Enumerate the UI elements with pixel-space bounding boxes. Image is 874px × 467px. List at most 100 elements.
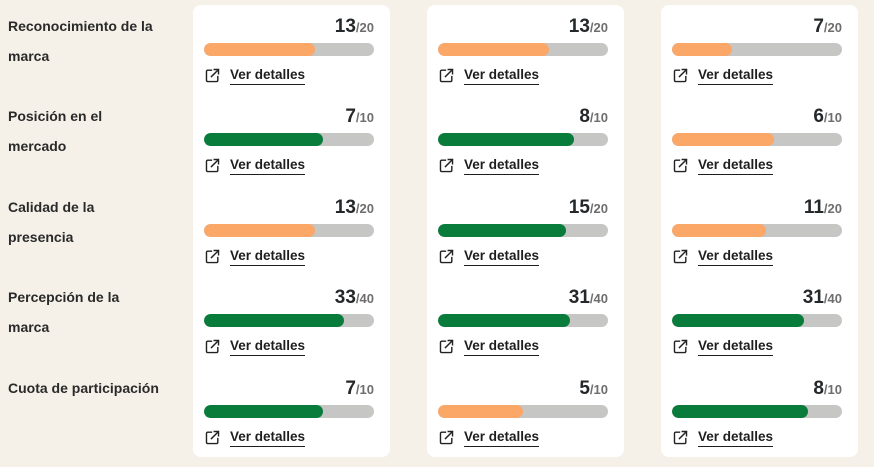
ver-detalles-label: Ver detalles <box>230 247 306 266</box>
ver-detalles-link[interactable]: Ver detalles <box>204 428 306 447</box>
ver-detalles-link[interactable]: Ver detalles <box>672 156 774 176</box>
score-max: /10 <box>355 110 374 126</box>
score-value: 15 <box>568 196 590 218</box>
score-max: /20 <box>823 20 842 35</box>
score: 15/20 <box>438 197 608 220</box>
metric-cell: 7/20 Ver detalles <box>672 5 842 95</box>
metric-cell: 31/40 Ver detalles <box>672 276 842 366</box>
ver-detalles-label: Ver detalles <box>464 247 540 266</box>
score: 7/20 <box>672 16 842 39</box>
ver-detalles-link[interactable]: Ver detalles <box>672 428 774 447</box>
external-link-icon <box>204 429 221 446</box>
score-value: 33 <box>334 287 356 309</box>
ver-detalles-label: Ver detalles <box>464 156 540 176</box>
score-value: 11 <box>803 196 824 218</box>
external-link-icon <box>204 67 221 84</box>
progress-bar <box>438 314 608 328</box>
ver-detalles-label: Ver detalles <box>698 156 774 176</box>
metric-label-reconocimiento: Reconocimiento de la marca <box>8 18 153 64</box>
ver-detalles-label: Ver detalles <box>230 156 306 176</box>
progress-bar <box>672 404 842 418</box>
score-value: 13 <box>568 16 590 37</box>
external-link-icon <box>672 67 689 84</box>
metric-cell: 33/40 Ver detalles <box>204 276 374 366</box>
ver-detalles-link[interactable]: Ver detalles <box>672 66 774 85</box>
ver-detalles-label: Ver detalles <box>698 337 774 357</box>
metric-cell: 13/20 Ver detalles <box>438 5 608 95</box>
competitor-cards: 13/20 Ver detalles 7/10 <box>193 5 858 457</box>
metric-cell: 8/10 Ver detalles <box>672 367 842 457</box>
score-max: /20 <box>355 20 374 35</box>
score-max: /10 <box>823 381 842 397</box>
progress-bar-fill <box>204 314 345 328</box>
external-link-icon <box>204 157 221 174</box>
progress-bar <box>438 404 608 418</box>
progress-bar <box>204 404 374 418</box>
ver-detalles-link[interactable]: Ver detalles <box>204 247 306 266</box>
score-max: /10 <box>589 381 608 397</box>
ver-detalles-link[interactable]: Ver detalles <box>438 337 540 357</box>
score-max: /10 <box>589 110 608 126</box>
ver-detalles-link[interactable]: Ver detalles <box>672 337 774 357</box>
score-value: 8 <box>813 377 824 399</box>
ver-detalles-link[interactable]: Ver detalles <box>438 156 540 176</box>
ver-detalles-label: Ver detalles <box>230 66 306 85</box>
ver-detalles-label: Ver detalles <box>698 66 774 85</box>
progress-bar <box>204 223 374 237</box>
external-link-icon <box>438 157 455 174</box>
progress-bar <box>204 314 374 328</box>
score: 7/10 <box>204 378 374 401</box>
score: 8/10 <box>438 106 608 129</box>
metric-cell: 13/20 Ver detalles <box>204 5 374 95</box>
metric-cell: 6/10 Ver detalles <box>672 95 842 185</box>
metric-cell: 7/10 Ver detalles <box>204 95 374 185</box>
external-link-icon <box>438 67 455 84</box>
competitor-card-3: 7/20 Ver detalles 6/10 <box>661 5 858 457</box>
progress-bar-fill <box>204 223 315 237</box>
score-value: 13 <box>334 16 356 37</box>
ver-detalles-label: Ver detalles <box>464 428 540 447</box>
ver-detalles-link[interactable]: Ver detalles <box>204 66 306 85</box>
score-value: 31 <box>568 287 590 309</box>
progress-bar <box>438 133 608 147</box>
ver-detalles-link[interactable]: Ver detalles <box>204 156 306 176</box>
progress-bar <box>672 314 842 328</box>
progress-bar <box>438 43 608 56</box>
score: 8/10 <box>672 378 842 401</box>
score-value: 5 <box>579 377 590 399</box>
score: 6/10 <box>672 106 842 129</box>
score: 5/10 <box>438 378 608 401</box>
ver-detalles-link[interactable]: Ver detalles <box>672 247 774 266</box>
ver-detalles-label: Ver detalles <box>464 337 540 357</box>
progress-bar-fill <box>672 133 774 147</box>
progress-bar-fill <box>204 404 323 418</box>
score-max: /40 <box>355 291 374 307</box>
score: 31/40 <box>672 287 842 310</box>
ver-detalles-label: Ver detalles <box>230 337 306 357</box>
competitor-card-1: 13/20 Ver detalles 7/10 <box>193 5 390 457</box>
ver-detalles-label: Ver detalles <box>464 66 540 85</box>
score: 31/40 <box>438 287 608 310</box>
score-value: 6 <box>813 106 824 128</box>
metric-label-posicion: Posición en el mercado <box>8 108 103 155</box>
metric-cell: 5/10 Ver detalles <box>438 367 608 457</box>
progress-bar-fill <box>672 43 732 56</box>
ver-detalles-link[interactable]: Ver detalles <box>438 428 540 447</box>
ver-detalles-link[interactable]: Ver detalles <box>204 337 306 357</box>
metric-cell: 8/10 Ver detalles <box>438 95 608 185</box>
progress-bar <box>204 133 374 147</box>
progress-bar-fill <box>438 314 570 328</box>
ver-detalles-link[interactable]: Ver detalles <box>438 66 540 85</box>
ver-detalles-link[interactable]: Ver detalles <box>438 247 540 266</box>
score: 13/20 <box>204 16 374 39</box>
progress-bar-fill <box>672 223 766 237</box>
metric-labels-column: Reconocimiento de la marca Posición en e… <box>8 5 193 457</box>
score-value: 13 <box>334 196 356 218</box>
progress-bar-fill <box>438 404 523 418</box>
score: 7/10 <box>204 106 374 129</box>
score-max: /40 <box>589 291 608 307</box>
score-max: /40 <box>823 291 842 307</box>
progress-bar <box>438 223 608 237</box>
metric-label-cuota: Cuota de participación <box>8 379 159 396</box>
external-link-icon <box>438 248 455 265</box>
